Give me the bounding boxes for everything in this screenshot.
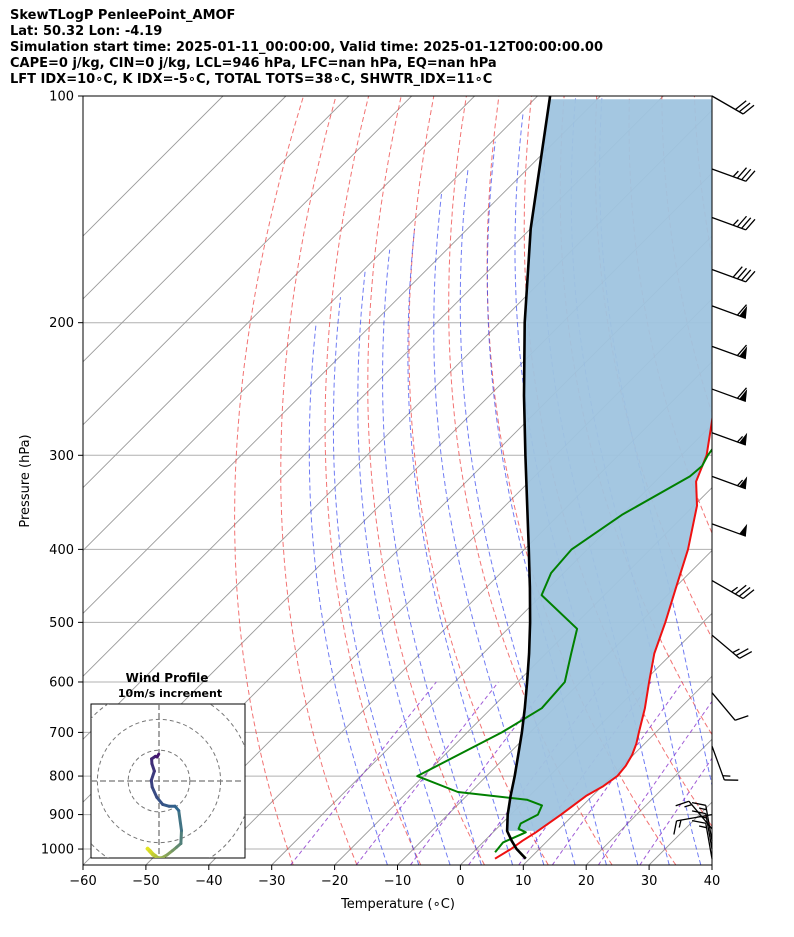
x-tick-label: 40 bbox=[704, 874, 721, 889]
moist-adiabat-line bbox=[433, 194, 545, 865]
x-tick-label: −10 bbox=[384, 874, 411, 889]
dry-adiabat-line bbox=[760, 96, 794, 865]
hodograph-segment bbox=[179, 829, 183, 846]
isotherm-line bbox=[83, 96, 350, 363]
stability-indices: CAPE=0 j/kg, CIN=0 j/kg, LCL=946 hPa, LF… bbox=[10, 56, 497, 71]
x-tick-label: −50 bbox=[132, 874, 159, 889]
wind-barb bbox=[711, 692, 749, 721]
x-tick-label: 20 bbox=[578, 874, 595, 889]
mixing-ratio-line bbox=[551, 681, 684, 865]
wind-barb bbox=[691, 819, 713, 859]
y-axis-label: Pressure (hPa) bbox=[18, 434, 33, 527]
isotherm-line bbox=[83, 96, 475, 489]
moist-adiabat-line bbox=[599, 96, 712, 788]
mixing-ratio-line bbox=[355, 681, 499, 865]
thermo-indices: LFT IDX=10∘C, K IDX=-5∘C, TOTAL TOTS=38∘… bbox=[10, 72, 493, 87]
hodograph-segment bbox=[155, 752, 161, 759]
wind-barb bbox=[711, 387, 748, 402]
dry-adiabat-line bbox=[234, 96, 304, 865]
hodograph-segment bbox=[155, 795, 165, 806]
y-tick-label: 500 bbox=[49, 616, 74, 631]
moist-adiabat-line bbox=[407, 228, 514, 865]
hodograph-segment bbox=[177, 809, 183, 833]
x-tick-label: −20 bbox=[321, 874, 348, 889]
x-tick-label: −60 bbox=[69, 874, 96, 889]
isotherm-line bbox=[83, 96, 538, 552]
y-tick-label: 1000 bbox=[41, 843, 74, 858]
isotherm-line bbox=[83, 96, 413, 426]
x-axis-label: Temperature (∘C) bbox=[340, 897, 455, 912]
wind-barb bbox=[711, 95, 755, 115]
y-tick-label: 900 bbox=[49, 808, 74, 823]
x-tick-label: 30 bbox=[641, 874, 658, 889]
wind-barb bbox=[711, 432, 748, 446]
parcel-line bbox=[505, 96, 552, 860]
hodograph-segment bbox=[150, 785, 159, 799]
isotherm-line bbox=[83, 96, 224, 237]
cape-area bbox=[507, 99, 712, 831]
y-tick-label: 800 bbox=[49, 770, 74, 785]
wind-barb bbox=[711, 475, 748, 490]
mixing-ratio-line bbox=[597, 700, 712, 865]
mixing-ratio-line bbox=[468, 681, 605, 865]
wind-barb bbox=[711, 745, 739, 781]
x-tick-label: 0 bbox=[456, 874, 464, 889]
hodograph-inset bbox=[90, 703, 246, 859]
moist-adiabat-line bbox=[308, 322, 388, 865]
hodograph-title: Wind Profile bbox=[126, 671, 209, 685]
mixing-ratio-line bbox=[290, 681, 437, 865]
y-tick-label: 300 bbox=[49, 449, 74, 464]
y-tick-label: 600 bbox=[49, 675, 74, 690]
wind-barb bbox=[711, 215, 756, 231]
moist-adiabat-line bbox=[382, 249, 482, 865]
isotherm-line bbox=[83, 96, 601, 615]
x-tick-label: −30 bbox=[258, 874, 285, 889]
wind-barb bbox=[711, 523, 748, 537]
cin-shading bbox=[507, 99, 712, 831]
wind-barb bbox=[691, 802, 713, 841]
hodograph-segment bbox=[149, 769, 156, 782]
moist-adiabat-line bbox=[486, 141, 607, 865]
wind-barb bbox=[711, 266, 756, 283]
isotherm-line bbox=[83, 96, 287, 300]
y-tick-label: 200 bbox=[49, 316, 74, 331]
y-tick-label: 700 bbox=[49, 726, 74, 741]
chart-header: SkewTLogP PenleePoint_AMOF Lat: 50.32 Lo… bbox=[10, 8, 603, 88]
y-tick-label: 400 bbox=[49, 543, 74, 558]
mixing-ratio-line bbox=[639, 757, 712, 865]
moist-adiabat-line bbox=[332, 297, 420, 865]
station-coordinates: Lat: 50.32 Lon: -4.19 bbox=[10, 24, 163, 39]
wind-barb bbox=[711, 634, 753, 659]
wind-barb bbox=[711, 579, 755, 600]
axes: −60 −50 −40 −30 −20 −10 0 10 20 30 40 100 200 300 400 5… bbox=[41, 90, 720, 890]
wind-barb bbox=[711, 344, 748, 360]
simulation-times: Simulation start time: 2025-01-11_00:00:… bbox=[10, 40, 603, 55]
dewpoint-line bbox=[416, 447, 712, 853]
wind-barb bbox=[691, 810, 713, 850]
dry-adiabat-line bbox=[448, 96, 613, 865]
moist-adiabat-line bbox=[357, 269, 451, 865]
dry-adiabat-line bbox=[367, 96, 485, 865]
dry-adiabat-line bbox=[324, 96, 422, 865]
isotherm-line bbox=[522, 675, 712, 865]
isotherm-line bbox=[334, 486, 712, 865]
wind-barbs bbox=[673, 95, 756, 859]
isotherm-line bbox=[775, 96, 794, 865]
x-tick-label: 10 bbox=[515, 874, 532, 889]
mixing-ratio-line bbox=[409, 681, 550, 865]
wind-barb bbox=[711, 167, 756, 182]
temperature-line bbox=[494, 414, 712, 860]
dry-adiabat-line bbox=[727, 96, 794, 865]
x-tick-label: −40 bbox=[195, 874, 222, 889]
moist-adiabat-line bbox=[570, 96, 702, 865]
y-tick-label: 100 bbox=[49, 90, 74, 105]
hodograph-subtitle: 10m/s increment bbox=[118, 687, 222, 700]
wind-barb bbox=[711, 304, 748, 319]
dry-adiabat-line bbox=[280, 96, 358, 865]
chart-title: SkewTLogP PenleePoint_AMOF bbox=[10, 8, 236, 23]
hodograph-ring bbox=[127, 749, 191, 813]
profile-lines bbox=[416, 96, 712, 860]
